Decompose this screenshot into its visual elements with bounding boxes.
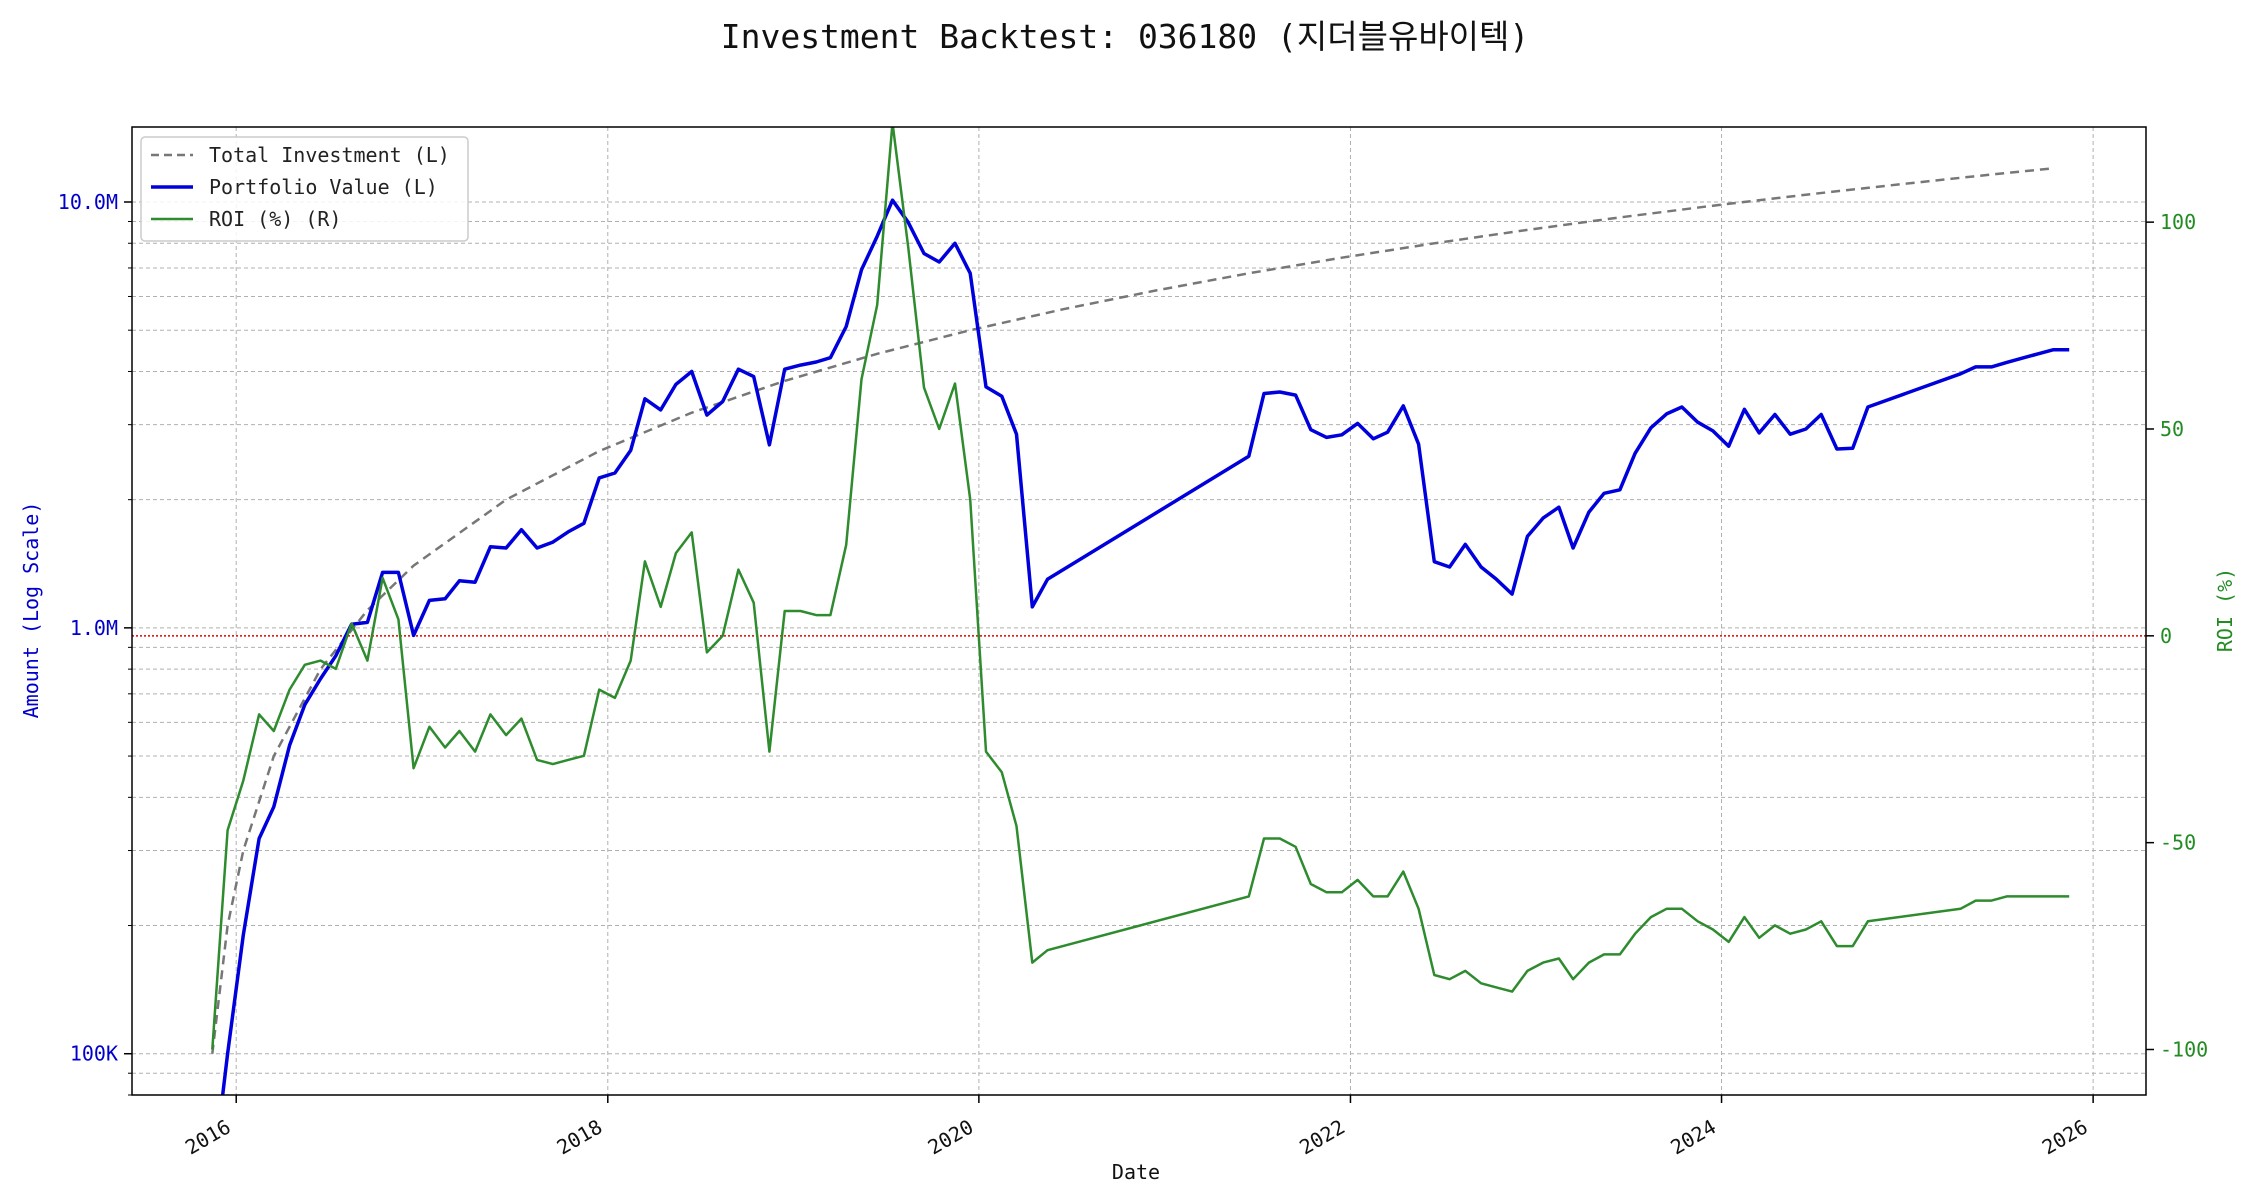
y-right-tick-label: 0	[2160, 624, 2172, 648]
y-left-tick-label: 10.0M	[58, 190, 118, 214]
chart-title: Investment Backtest: 036180 (지더블유바이텍)	[721, 17, 1530, 56]
axes: 2016 2018 2020 2022 2024 2026 100K 1.0M 10.0M -10…	[58, 126, 2208, 1160]
x-tick-label: 2020	[924, 1115, 978, 1160]
total-investment-line	[211, 167, 2054, 1054]
legend: Total Investment (L) Portfolio Value (L) R…	[140, 136, 469, 242]
legend-label: Portfolio Value (L)	[209, 175, 438, 199]
y-left-tick-label: 100K	[70, 1042, 118, 1066]
y-right-tick-label: 100	[2160, 210, 2196, 234]
roi-line	[211, 127, 2070, 1050]
x-tick-label: 2022	[1295, 1115, 1349, 1160]
y-right-tick-label: 50	[2160, 417, 2184, 441]
series-layer	[211, 127, 2070, 1095]
grid	[132, 127, 2146, 1096]
x-tick-label: 2018	[553, 1115, 607, 1160]
legend-label: ROI (%) (R)	[209, 207, 341, 231]
portfolio-value-line	[220, 198, 2070, 1095]
y-axis-right-title: ROI (%)	[2213, 568, 2237, 652]
x-tick-label: 2024	[1666, 1115, 1720, 1160]
y-right-tick-label: -100	[2160, 1037, 2208, 1061]
x-tick-label: 2016	[181, 1115, 235, 1160]
legend-box	[140, 136, 469, 242]
x-tick-label: 2026	[2038, 1115, 2092, 1160]
legend-label: Total Investment (L)	[209, 143, 450, 167]
y-axis-left-title: Amount (Log Scale)	[19, 502, 43, 719]
plot-frame	[131, 126, 2147, 1096]
y-right-tick-label: -50	[2160, 831, 2196, 855]
x-axis-title: Date	[1112, 1160, 1160, 1184]
y-left-tick-label: 1.0M	[70, 616, 118, 640]
